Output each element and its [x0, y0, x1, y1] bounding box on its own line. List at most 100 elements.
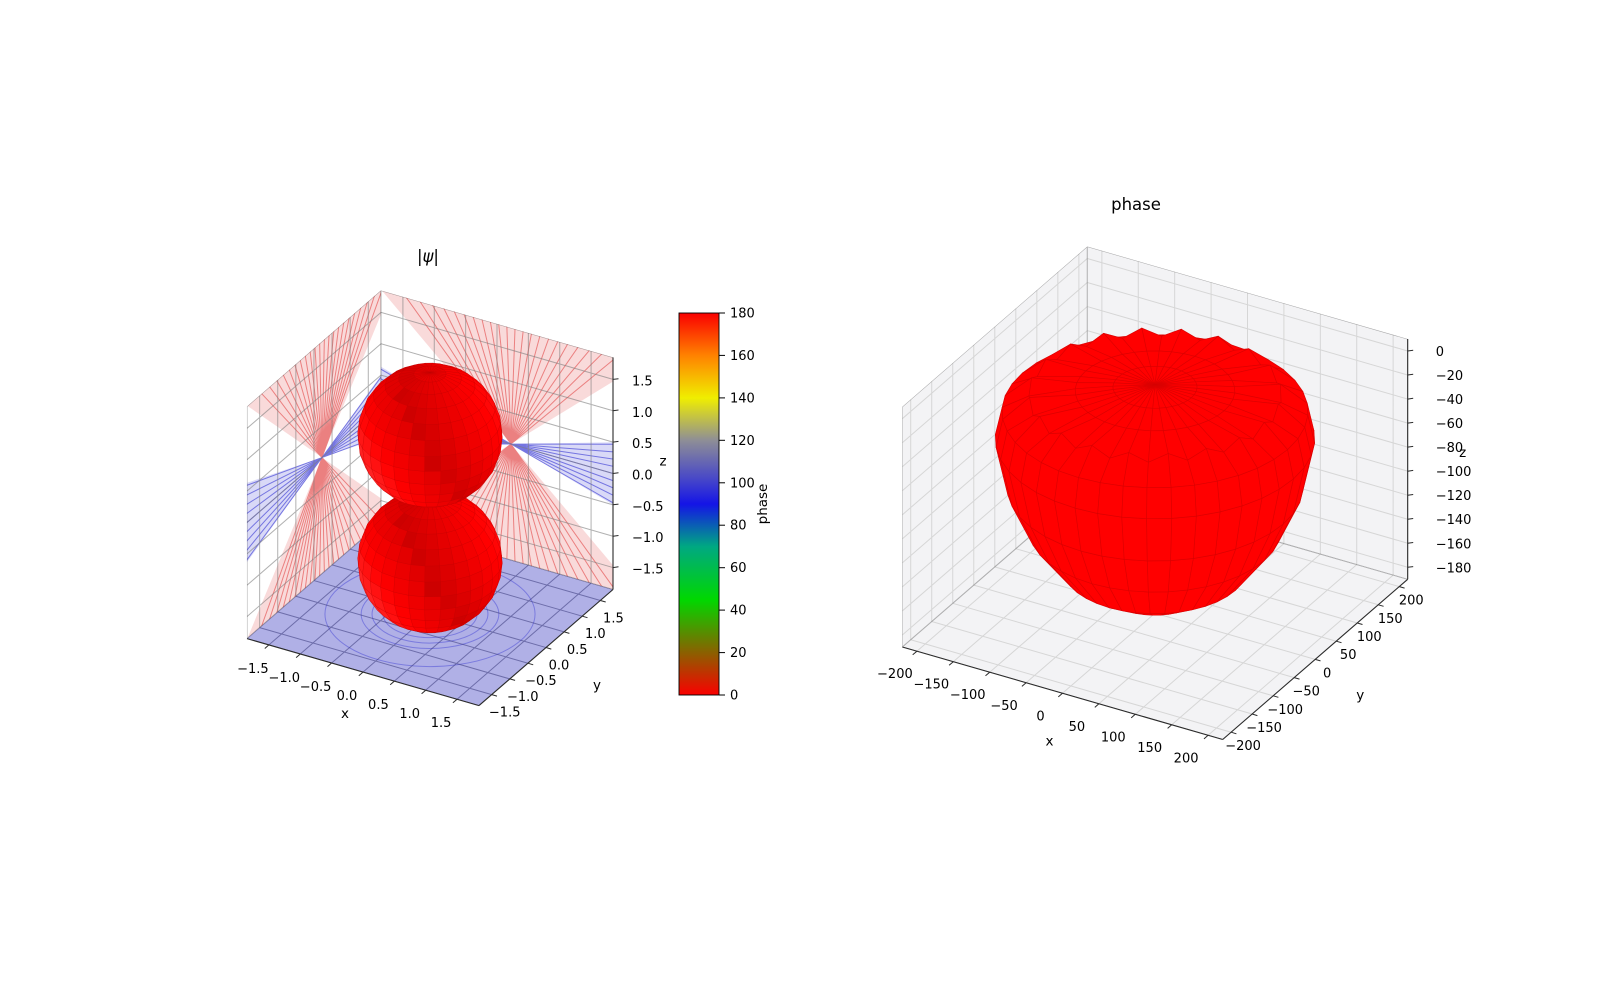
x-tick-mark — [1203, 734, 1209, 740]
mesh-quad — [471, 478, 487, 494]
x-tick-label: −200 — [877, 667, 913, 682]
colorbar-tick-label: 80 — [730, 519, 747, 534]
mesh-quad — [420, 366, 431, 373]
mesh-quad — [439, 438, 457, 457]
colorbar-tick-label: 100 — [730, 476, 755, 491]
x-tick-mark — [389, 680, 395, 686]
plot3d-0: −1.5−1.0−0.50.00.51.01.5−1.5−1.0−0.50.00… — [237, 290, 667, 731]
z-tick-mark — [612, 378, 619, 380]
x-tick-mark — [327, 662, 332, 667]
x-tick-label: −1.0 — [269, 671, 301, 686]
mesh-quad — [1216, 475, 1243, 513]
mesh-quad — [438, 618, 455, 629]
colorbar-tick-label: 0 — [730, 689, 738, 704]
colorbar-bar — [678, 312, 720, 696]
y-tick-label: 200 — [1399, 594, 1424, 609]
y-tick-label: −0.5 — [525, 674, 557, 689]
z-axis-label: z — [659, 454, 666, 470]
z-tick-mark — [1407, 542, 1414, 544]
mesh-quad — [1170, 484, 1197, 519]
y-tick-label: 0.5 — [567, 643, 588, 658]
x-tick-label: −1.5 — [237, 662, 269, 677]
z-tick-mark — [1407, 349, 1414, 352]
mesh-quad — [497, 563, 503, 586]
mesh-quad — [1194, 480, 1221, 517]
x-tick-mark — [1130, 713, 1136, 719]
mesh-quad — [426, 519, 437, 535]
y-tick-label: −100 — [1267, 703, 1303, 718]
z-tick-label: −0.5 — [632, 500, 664, 515]
mesh-quad — [469, 585, 484, 605]
mesh-quad — [1148, 591, 1169, 615]
mesh-quad — [482, 511, 495, 529]
mesh-quad — [453, 560, 471, 580]
z-tick-mark — [612, 472, 619, 474]
mesh-quad — [478, 529, 493, 551]
x-tick-label: 1.5 — [431, 716, 452, 731]
y-tick-label: −200 — [1225, 739, 1261, 754]
x-tick-label: 0.0 — [337, 689, 358, 704]
mesh-quad — [462, 522, 480, 542]
y-axis-label: y — [593, 678, 601, 694]
y-tick-mark — [1251, 713, 1258, 717]
right-wall-pane — [380, 290, 614, 590]
z-tick-mark — [1407, 397, 1414, 400]
x-tick-mark — [1167, 724, 1173, 729]
z-tick-label: −20 — [1436, 369, 1463, 384]
x-tick-label: 200 — [1174, 751, 1199, 766]
z-tick-label: −60 — [1436, 417, 1463, 432]
mesh-quad — [408, 438, 426, 457]
x-tick-label: −50 — [990, 699, 1017, 714]
mesh-quad — [1146, 518, 1173, 562]
y-tick-mark — [1378, 604, 1384, 607]
mesh-quad — [424, 440, 441, 457]
colorbar-tick-label: 20 — [730, 646, 747, 661]
mesh-quad — [394, 561, 412, 581]
x-tick-mark — [1094, 703, 1100, 708]
mesh-quad — [445, 364, 461, 370]
x-tick-label: −0.5 — [300, 680, 332, 695]
x-tick-label: 1.0 — [399, 707, 420, 722]
x-tick-mark — [421, 689, 427, 695]
mesh-quad — [410, 548, 427, 567]
z-axis-label: z — [1459, 445, 1466, 461]
colorbar-tick-label: 180 — [730, 307, 755, 322]
mesh-quad — [486, 584, 498, 605]
x-tick-mark — [985, 671, 991, 677]
colorbar-tick-label: 60 — [730, 561, 747, 576]
x-tick-mark — [358, 671, 364, 677]
mesh-quad — [424, 470, 442, 485]
mesh-quad — [1097, 482, 1124, 518]
z-tick-label: −80 — [1436, 441, 1463, 456]
mesh-quad — [1074, 477, 1101, 514]
mesh-quad — [443, 369, 460, 374]
mesh-quad — [1121, 485, 1148, 520]
z-tick-label: 0 — [1436, 345, 1444, 360]
mesh-quad — [424, 455, 442, 472]
z-tick-mark — [612, 409, 619, 412]
plot3d-1: −200−150−100−50050100150200−200−150−100−… — [877, 246, 1471, 766]
mesh-quad — [424, 581, 442, 598]
mesh-quad — [466, 472, 483, 490]
mesh-quad — [459, 505, 476, 519]
z-tick-mark — [612, 503, 619, 506]
mesh-quad — [424, 619, 440, 629]
y-tick-label: −1.5 — [489, 706, 521, 721]
y-tick-mark — [582, 615, 588, 619]
z-tick-label: 0.5 — [632, 437, 653, 452]
mesh-quad — [462, 397, 480, 416]
mesh-quad — [425, 533, 439, 551]
z-tick-mark — [1407, 421, 1414, 424]
fan-wash — [321, 290, 381, 458]
x-tick-mark — [295, 653, 301, 658]
y-tick-mark — [1294, 677, 1300, 680]
mesh-quad — [456, 508, 474, 524]
x-tick-mark — [452, 698, 458, 704]
right-wall-pane-content — [380, 290, 614, 590]
y-tick-mark — [1315, 658, 1321, 662]
mesh-quad — [408, 469, 425, 485]
x-tick-mark — [264, 644, 270, 649]
y-tick-mark — [1230, 731, 1237, 735]
z-tick-mark — [1407, 373, 1414, 376]
